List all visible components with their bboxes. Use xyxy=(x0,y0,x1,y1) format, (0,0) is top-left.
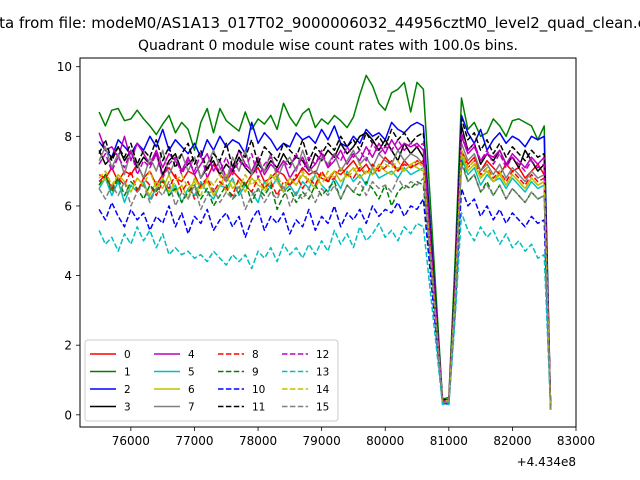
legend-label-10: 10 xyxy=(252,384,265,396)
legend-label-5: 5 xyxy=(188,367,195,379)
legend-label-7: 7 xyxy=(188,402,195,414)
legend-label-8: 8 xyxy=(252,349,259,361)
series-line-11 xyxy=(98,118,552,408)
y-tick-label: 10 xyxy=(57,60,72,74)
legend-label-1: 1 xyxy=(124,367,131,379)
x-tick-label: 80000 xyxy=(366,434,404,448)
series-line-7 xyxy=(98,142,552,408)
plot-frame xyxy=(79,57,577,428)
series-line-10 xyxy=(98,187,552,410)
legend-label-2: 2 xyxy=(124,384,131,396)
series-line-9 xyxy=(98,159,552,410)
x-tick-label: 82000 xyxy=(493,434,531,448)
y-tick-label: 0 xyxy=(64,408,72,422)
series-line-1 xyxy=(98,74,552,408)
series-line-15 xyxy=(98,163,552,410)
series-line-12 xyxy=(98,132,552,408)
x-tick-label: 81000 xyxy=(430,434,468,448)
legend-label-4: 4 xyxy=(188,349,195,361)
y-tick-label: 6 xyxy=(64,199,72,213)
x-tick-label: 77000 xyxy=(175,434,213,448)
series-line-2 xyxy=(98,114,552,408)
legend-label-15: 15 xyxy=(316,402,329,414)
x-offset-label: +4.434e8 xyxy=(517,455,576,469)
legend-box xyxy=(84,339,339,422)
chart-title: Quadrant 0 module wise count rates with … xyxy=(138,38,518,54)
legend-label-12: 12 xyxy=(316,349,329,361)
axes-layer: 76000 77000 78000 79000 80000 81000 82000 83000… xyxy=(57,60,595,448)
legend-label-6: 6 xyxy=(188,384,195,396)
series-layer xyxy=(98,74,552,410)
legend-label-14: 14 xyxy=(316,384,330,396)
x-tick-label: 76000 xyxy=(112,434,150,448)
x-tick-label: 78000 xyxy=(239,434,277,448)
figure-suptitle: Data from file: modeM0/AS1A13_017T02_900… xyxy=(0,14,640,33)
y-tick-label: 8 xyxy=(64,130,72,144)
legend-label-11: 11 xyxy=(252,402,265,414)
legend-label-3: 3 xyxy=(124,402,131,414)
x-tick-label: 83000 xyxy=(557,434,595,448)
y-tick-label: 2 xyxy=(64,339,72,353)
series-line-14 xyxy=(98,149,552,410)
series-line-13 xyxy=(98,212,552,410)
legend-label-9: 9 xyxy=(252,367,259,379)
x-tick-label: 79000 xyxy=(303,434,341,448)
legend-label-0: 0 xyxy=(124,349,131,361)
legend-label-13: 13 xyxy=(316,367,329,379)
y-tick-label: 4 xyxy=(64,269,72,283)
